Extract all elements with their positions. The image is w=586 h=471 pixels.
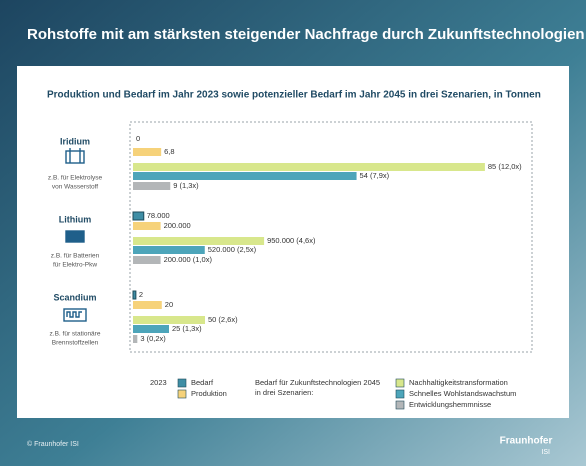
value-label: 54 (7,9x): [360, 171, 390, 180]
legend-label: Schnelles Wohlstandswachstum: [409, 389, 516, 398]
value-label: 50 (2,6x): [208, 315, 238, 324]
bar: [133, 182, 171, 190]
category-note: für Elektro-Pkw: [53, 262, 97, 269]
title: Rohstoffe mit am stärksten steigender Na…: [27, 26, 585, 43]
value-label: 25 (1,3x): [172, 324, 202, 333]
legend-heading: Bedarf für Zukunftstechnologien 2045: [255, 378, 380, 387]
value-label: 85 (12,0x): [488, 162, 522, 171]
bar: [133, 301, 162, 309]
bar: [133, 222, 161, 230]
category-note: von Wasserstoff: [52, 184, 98, 191]
legend-swatch: [177, 389, 187, 399]
bar: [133, 148, 162, 156]
value-label: 78.000: [147, 211, 170, 220]
logo: Fraunhofer: [500, 436, 553, 447]
category-note: z.B. für stationäre: [50, 331, 101, 338]
bar: [132, 290, 137, 300]
bar: [133, 237, 265, 245]
logo-sub: ISI: [541, 449, 550, 456]
value-label: 950.000 (4,6x): [267, 236, 316, 245]
legend-year: 2023: [150, 378, 167, 387]
category-note: z.B. für Batterien: [51, 253, 100, 260]
value-label: 520.000 (2,5x): [208, 245, 257, 254]
value-label: 200.000: [164, 221, 191, 230]
legend-label: Produktion: [191, 389, 227, 398]
category-note: Brennstoffzellen: [52, 340, 99, 347]
bar: [133, 256, 161, 264]
icons: [63, 148, 87, 322]
subtitle: Produktion und Bedarf im Jahr 2023 sowie…: [47, 90, 541, 101]
value-label: 0: [136, 134, 140, 143]
value-label: 3 (0,2x): [140, 334, 166, 343]
copyright: © Fraunhofer ISI: [27, 440, 79, 448]
legend-label: Bedarf: [191, 378, 214, 387]
bar: [132, 211, 145, 221]
legend-swatch: [395, 389, 405, 399]
icon-electrolysis: [65, 150, 85, 164]
bar: [133, 246, 205, 254]
bar: [133, 316, 205, 324]
value-label: 6,8: [164, 147, 174, 156]
value-label: 200.000 (1,0x): [164, 255, 213, 264]
legend-label: Entwicklungshemmnisse: [409, 400, 491, 409]
category-label: Iridium: [60, 136, 90, 146]
value-label: 9 (1,3x): [173, 181, 199, 190]
category-note: z.B. für Elektrolyse: [48, 175, 103, 182]
bar: [133, 335, 138, 343]
bar: [133, 325, 169, 333]
icon-wave: [66, 311, 82, 318]
legend-heading: in drei Szenarien:: [255, 388, 313, 397]
legend-label: Nachhaltigkeitstransformation: [409, 378, 508, 387]
bar: [133, 172, 357, 180]
legend-swatch: [177, 378, 187, 388]
bar: [133, 163, 485, 171]
category-label: Scandium: [53, 292, 96, 302]
legend-swatch: [395, 378, 405, 388]
frame: [129, 121, 533, 353]
card: [17, 66, 569, 418]
category-label: Lithium: [59, 214, 92, 224]
icon-fuelcell: [63, 308, 87, 322]
icon-battery: [65, 230, 85, 243]
legend-swatch: [395, 400, 405, 410]
value-label: 2: [139, 290, 143, 299]
value-label: 20: [165, 300, 173, 309]
